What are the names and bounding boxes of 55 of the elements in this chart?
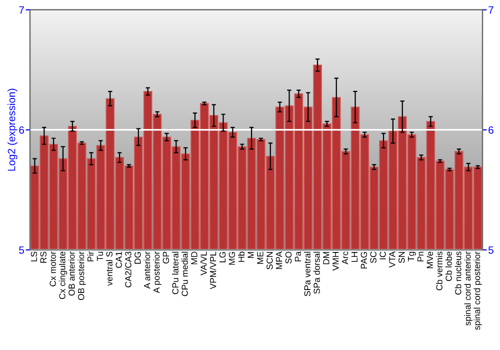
- x-tick-label: Cx cingulate: [58, 252, 68, 299]
- x-tick-label: spinal cord posterior: [474, 251, 482, 330]
- x-tick-label: ventral S: [106, 252, 112, 286]
- x-tick-label: CPu lateral: [172, 252, 178, 294]
- x-tick-label: LG: [219, 252, 226, 262]
- x-tick-label: MG: [228, 252, 236, 265]
- x-tick-label: LH: [351, 252, 358, 262]
- x-tick-label: MVe: [426, 252, 433, 268]
- x-tick-label: Cb vermis: [436, 252, 442, 290]
- y2-tick-label: 5: [488, 246, 494, 254]
- x-tick-label: spinal cord anterior: [464, 251, 472, 326]
- x-tick-label: CA2/CA3: [124, 252, 132, 288]
- x-tick-label: GP: [162, 252, 170, 264]
- x-tick-label: Cb lobe: [445, 252, 452, 281]
- x-tick-label: Pa: [294, 251, 302, 262]
- x-tick-label: M: [248, 252, 254, 258]
- x-tick-label: Cb nucleus: [454, 252, 462, 295]
- x-tick-label: Cx motor: [50, 251, 56, 286]
- x-tick-label: VA/VL: [200, 252, 207, 276]
- y-tick-label: 7: [19, 6, 24, 14]
- x-tick-label: CPu medial: [181, 252, 188, 296]
- x-tick-label: SC: [370, 252, 376, 264]
- x-tick-label: CA1: [116, 252, 122, 268]
- x-tick-label: DM: [323, 252, 330, 264]
- x-tick-label: SCN: [266, 252, 273, 270]
- y2-tick-label: 6: [488, 126, 494, 134]
- x-tick-label: SPa dorsal: [313, 252, 320, 294]
- x-tick-label: LS: [30, 252, 38, 262]
- x-tick-label: Tu: [96, 252, 104, 261]
- x-tick-label: OB posterior: [78, 251, 86, 300]
- x-tick-label: A posterior: [153, 251, 162, 294]
- x-tick-label: Pn: [417, 252, 424, 262]
- x-tick-label: ME: [257, 252, 264, 264]
- x-tick-label: Pir: [87, 251, 94, 262]
- x-tick-label: Hb: [238, 252, 244, 262]
- x-tick-label: SN: [398, 252, 405, 264]
- x-tick-label: Tg: [408, 252, 416, 262]
- x-tick-label: RS: [40, 252, 46, 263]
- y-tick-label: 5: [19, 246, 24, 254]
- x-tick-label: A anterior: [144, 251, 150, 289]
- x-tick-label: Arc: [342, 252, 348, 264]
- x-tick-label: VTA: [389, 251, 396, 268]
- x-tick-label: SPa ventral: [304, 252, 310, 296]
- x-tick-label: DG: [134, 252, 141, 264]
- x-tick-label: VPM/VPL: [210, 252, 216, 290]
- x-tick-label: IC: [380, 252, 386, 260]
- x-tick-label: OB anterior: [68, 251, 75, 296]
- x-tick-label: VMH: [332, 252, 339, 271]
- x-tick-label: MD: [191, 252, 198, 264]
- y2-tick-label: 7: [488, 6, 494, 14]
- x-tick-label: MPA: [276, 251, 282, 269]
- x-tick-label: PAG: [360, 252, 368, 268]
- y-axis-title: Log2 (expression): [8, 88, 18, 171]
- x-tick-label: SO: [285, 252, 292, 264]
- y-tick-label: 6: [19, 126, 24, 134]
